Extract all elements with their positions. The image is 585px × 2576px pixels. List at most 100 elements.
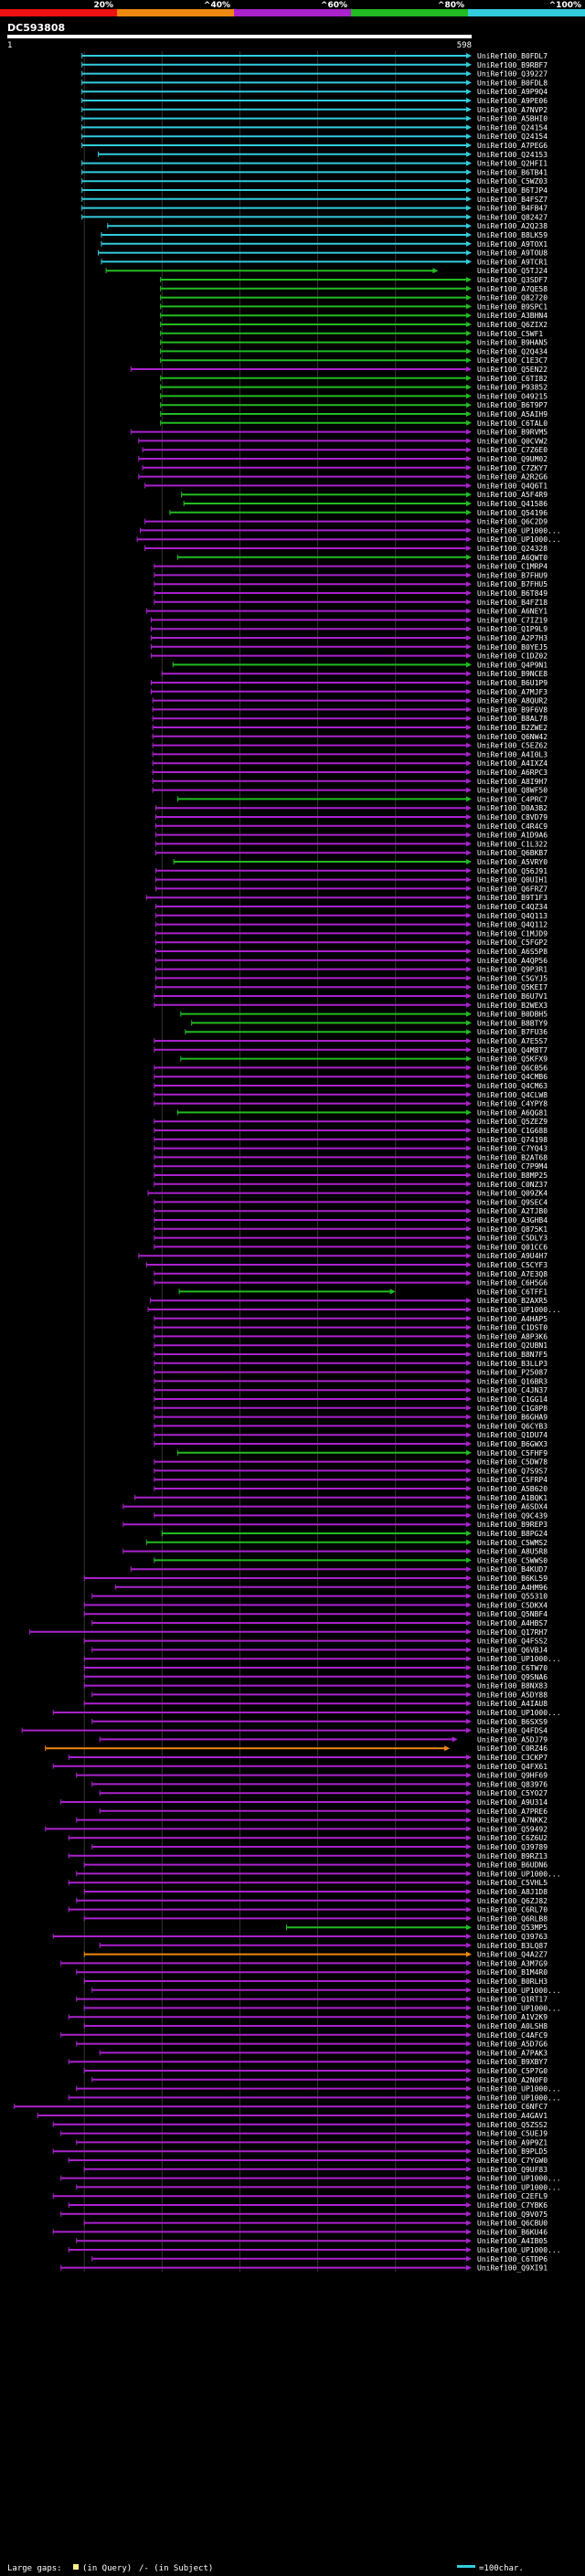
hit-row[interactable]: UniRef100_B0FDL7 bbox=[81, 52, 548, 60]
hit-label[interactable]: UniRef100_C4JN37 bbox=[477, 1386, 548, 1394]
hit-label[interactable]: UniRef100_C6TW70 bbox=[477, 1664, 548, 1672]
hit-label[interactable]: UniRef100_UP1000... bbox=[477, 1306, 561, 1314]
hit-label[interactable]: UniRef100_B7FHU5 bbox=[477, 580, 548, 588]
hit-label[interactable]: UniRef100_Q6CBU0 bbox=[477, 2220, 548, 2228]
hit-row[interactable]: UniRef100_Q9UF83 bbox=[83, 2166, 548, 2174]
hit-label[interactable]: UniRef100_Q83976 bbox=[477, 1780, 548, 1788]
hit-label[interactable]: UniRef100_Q17RH7 bbox=[477, 1628, 548, 1637]
hit-label[interactable]: UniRef100_A1D9A6 bbox=[477, 832, 548, 840]
hit-label[interactable]: UniRef100_A4IB05 bbox=[477, 2237, 548, 2245]
hit-row[interactable]: UniRef100_Q83976 bbox=[91, 1780, 548, 1788]
hit-label[interactable]: UniRef100_C1DST0 bbox=[477, 1324, 548, 1332]
hit-row[interactable]: UniRef100_Q1DU74 bbox=[154, 1431, 548, 1439]
hit-row[interactable]: UniRef100_B0DBH5 bbox=[180, 1011, 548, 1019]
hit-label[interactable]: UniRef100_B8NX83 bbox=[477, 1682, 548, 1691]
hit-label[interactable]: UniRef100_B4FB47 bbox=[477, 205, 548, 213]
hit-label[interactable]: UniRef100_UP1000... bbox=[477, 2175, 561, 2183]
hit-row[interactable]: UniRef100_A8J1D8 bbox=[83, 1888, 548, 1896]
hit-label[interactable]: UniRef100_C3CKP7 bbox=[477, 1754, 548, 1762]
hit-row[interactable]: UniRef100_A2N0F0 bbox=[91, 2076, 548, 2084]
hit-label[interactable]: UniRef100_B9RVM5 bbox=[477, 429, 548, 437]
hit-label[interactable]: UniRef100_A7PAK3 bbox=[477, 2049, 548, 2057]
hit-label[interactable]: UniRef100_C7YGW0 bbox=[477, 2157, 548, 2165]
hit-label[interactable]: UniRef100_Q24328 bbox=[477, 545, 548, 553]
hit-row[interactable]: UniRef100_C1MRP4 bbox=[154, 563, 548, 571]
hit-label[interactable]: UniRef100_C5WWS0 bbox=[477, 1556, 548, 1564]
hit-row[interactable]: UniRef100_B0RLH3 bbox=[83, 1977, 548, 1986]
hit-row[interactable]: UniRef100_B9RZ13 bbox=[68, 1852, 548, 1860]
hit-row[interactable]: UniRef100_B4FZ18 bbox=[154, 599, 548, 607]
hit-row[interactable]: UniRef100_A7NKK2 bbox=[76, 1817, 548, 1825]
hit-label[interactable]: UniRef100_B4FZ18 bbox=[477, 599, 548, 607]
hit-row[interactable]: UniRef100_A3BHN4 bbox=[160, 312, 548, 320]
hit-row[interactable]: UniRef100_C4QZ34 bbox=[155, 903, 548, 911]
hit-row[interactable]: UniRef100_C5P7G0 bbox=[83, 2067, 548, 2075]
hit-label[interactable]: UniRef100_Q5TJ24 bbox=[477, 267, 548, 275]
hit-label[interactable]: UniRef100_A8P3K6 bbox=[477, 1332, 548, 1341]
hit-row[interactable]: UniRef100_C1DZ02 bbox=[150, 652, 548, 661]
hit-label[interactable]: UniRef100_C5EZ62 bbox=[477, 742, 548, 750]
hit-row[interactable]: UniRef100_B6U1P9 bbox=[150, 679, 548, 687]
hit-row[interactable]: UniRef100_Q9P3R1 bbox=[155, 966, 548, 974]
hit-label[interactable]: UniRef100_C6TI82 bbox=[477, 375, 548, 383]
hit-row[interactable]: UniRef100_A4HBS7 bbox=[91, 1619, 548, 1627]
hit-label[interactable]: UniRef100_Q82720 bbox=[477, 294, 548, 302]
hit-label[interactable]: UniRef100_B6T9P7 bbox=[477, 401, 548, 409]
hit-label[interactable]: UniRef100_Q4A2Z7 bbox=[477, 1951, 548, 1959]
hit-label[interactable]: UniRef100_B6TJP4 bbox=[477, 186, 548, 195]
hit-row[interactable]: UniRef100_B8AL78 bbox=[152, 715, 548, 723]
hit-label[interactable]: UniRef100_C4QZ34 bbox=[477, 903, 548, 911]
hit-label[interactable]: UniRef100_A6NEY1 bbox=[477, 608, 548, 616]
hit-label[interactable]: UniRef100_C5WF1 bbox=[477, 330, 543, 338]
hit-label[interactable]: UniRef100_A7MJF3 bbox=[477, 688, 548, 696]
hit-row[interactable]: UniRef100_C5DLY3 bbox=[154, 1235, 548, 1243]
hit-row[interactable]: UniRef100_C5WF1 bbox=[160, 330, 544, 338]
hit-row[interactable]: UniRef100_A2TJB0 bbox=[154, 1207, 548, 1215]
hit-row[interactable]: UniRef100_A1D9A6 bbox=[155, 832, 548, 840]
hit-row[interactable]: UniRef100_A7PAK3 bbox=[99, 2049, 548, 2057]
hit-label[interactable]: UniRef100_Q4CM63 bbox=[477, 1082, 548, 1090]
hit-label[interactable]: UniRef100_B0RLH3 bbox=[477, 1977, 548, 1986]
hit-row[interactable]: UniRef100_B3LLP3 bbox=[154, 1360, 548, 1368]
hit-row[interactable]: UniRef100_C3CKP7 bbox=[68, 1754, 548, 1762]
hit-row[interactable]: UniRef100_C4JN37 bbox=[154, 1386, 548, 1394]
hit-row[interactable]: UniRef100_Q6CBU0 bbox=[83, 2220, 548, 2228]
hit-label[interactable]: UniRef100_A1V2K9 bbox=[477, 2013, 548, 2021]
hit-label[interactable]: UniRef100_B3LLP3 bbox=[477, 1360, 548, 1368]
hit-row[interactable]: UniRef100_B6T849 bbox=[154, 589, 548, 598]
hit-label[interactable]: UniRef100_A6SDX4 bbox=[477, 1503, 548, 1511]
hit-row[interactable]: UniRef100_C1E3C7 bbox=[160, 356, 548, 365]
hit-row[interactable]: UniRef100_A4HAP5 bbox=[154, 1315, 548, 1323]
hit-row[interactable]: UniRef100_B9T1F3 bbox=[145, 894, 548, 902]
hit-label[interactable]: UniRef100_C4AFC9 bbox=[477, 2031, 548, 2040]
hit-row[interactable]: UniRef100_A3M7G9 bbox=[60, 1959, 548, 1967]
hit-label[interactable]: UniRef100_A5VRY0 bbox=[477, 858, 548, 866]
hit-label[interactable]: UniRef100_C4PRC7 bbox=[477, 795, 548, 803]
hit-label[interactable]: UniRef100_C1L322 bbox=[477, 840, 548, 848]
hit-label[interactable]: UniRef100_C6TDP6 bbox=[477, 2255, 548, 2263]
hit-label[interactable]: UniRef100_Q6ZJ82 bbox=[477, 1897, 548, 1905]
hit-label[interactable]: UniRef100_C5CYF3 bbox=[477, 1261, 548, 1269]
hit-label[interactable]: UniRef100_Q82427 bbox=[477, 213, 548, 221]
hit-row[interactable]: UniRef100_B9RVM5 bbox=[130, 429, 548, 437]
hit-label[interactable]: UniRef100_Q9C439 bbox=[477, 1511, 548, 1520]
hit-label[interactable]: UniRef100_Q9SEC4 bbox=[477, 1198, 548, 1206]
hit-row[interactable]: UniRef100_Q82720 bbox=[160, 294, 548, 302]
hit-label[interactable]: UniRef100_A9U4H7 bbox=[477, 1252, 548, 1260]
hit-row[interactable]: UniRef100_UP1000... bbox=[83, 1655, 561, 1663]
hit-label[interactable]: UniRef100_A9PE06 bbox=[477, 97, 548, 105]
hit-label[interactable]: UniRef100_Q2HFI1 bbox=[477, 160, 548, 168]
hit-row[interactable]: UniRef100_Q6CYB3 bbox=[154, 1422, 548, 1430]
hit-label[interactable]: UniRef100_C5YO27 bbox=[477, 1789, 548, 1797]
hit-row[interactable]: UniRef100_Q4P9N1 bbox=[172, 661, 548, 669]
hit-label[interactable]: UniRef100_A7E3Q8 bbox=[477, 1270, 548, 1278]
hit-label[interactable]: UniRef100_C5DW78 bbox=[477, 1458, 548, 1467]
hit-row[interactable]: UniRef100_B6KL59 bbox=[83, 1574, 548, 1583]
hit-label[interactable]: UniRef100_B8MP25 bbox=[477, 1171, 548, 1180]
hit-row[interactable]: UniRef100_B8LK59 bbox=[101, 231, 548, 239]
hit-row[interactable]: UniRef100_C6TAL0 bbox=[160, 419, 548, 428]
hit-label[interactable]: UniRef100_C6RL70 bbox=[477, 1906, 548, 1914]
hit-label[interactable]: UniRef100_Q1RT17 bbox=[477, 1996, 548, 2004]
hit-row[interactable]: UniRef100_C7YQ43 bbox=[154, 1145, 548, 1153]
hit-row[interactable]: UniRef100_Q9V075 bbox=[60, 2210, 548, 2219]
